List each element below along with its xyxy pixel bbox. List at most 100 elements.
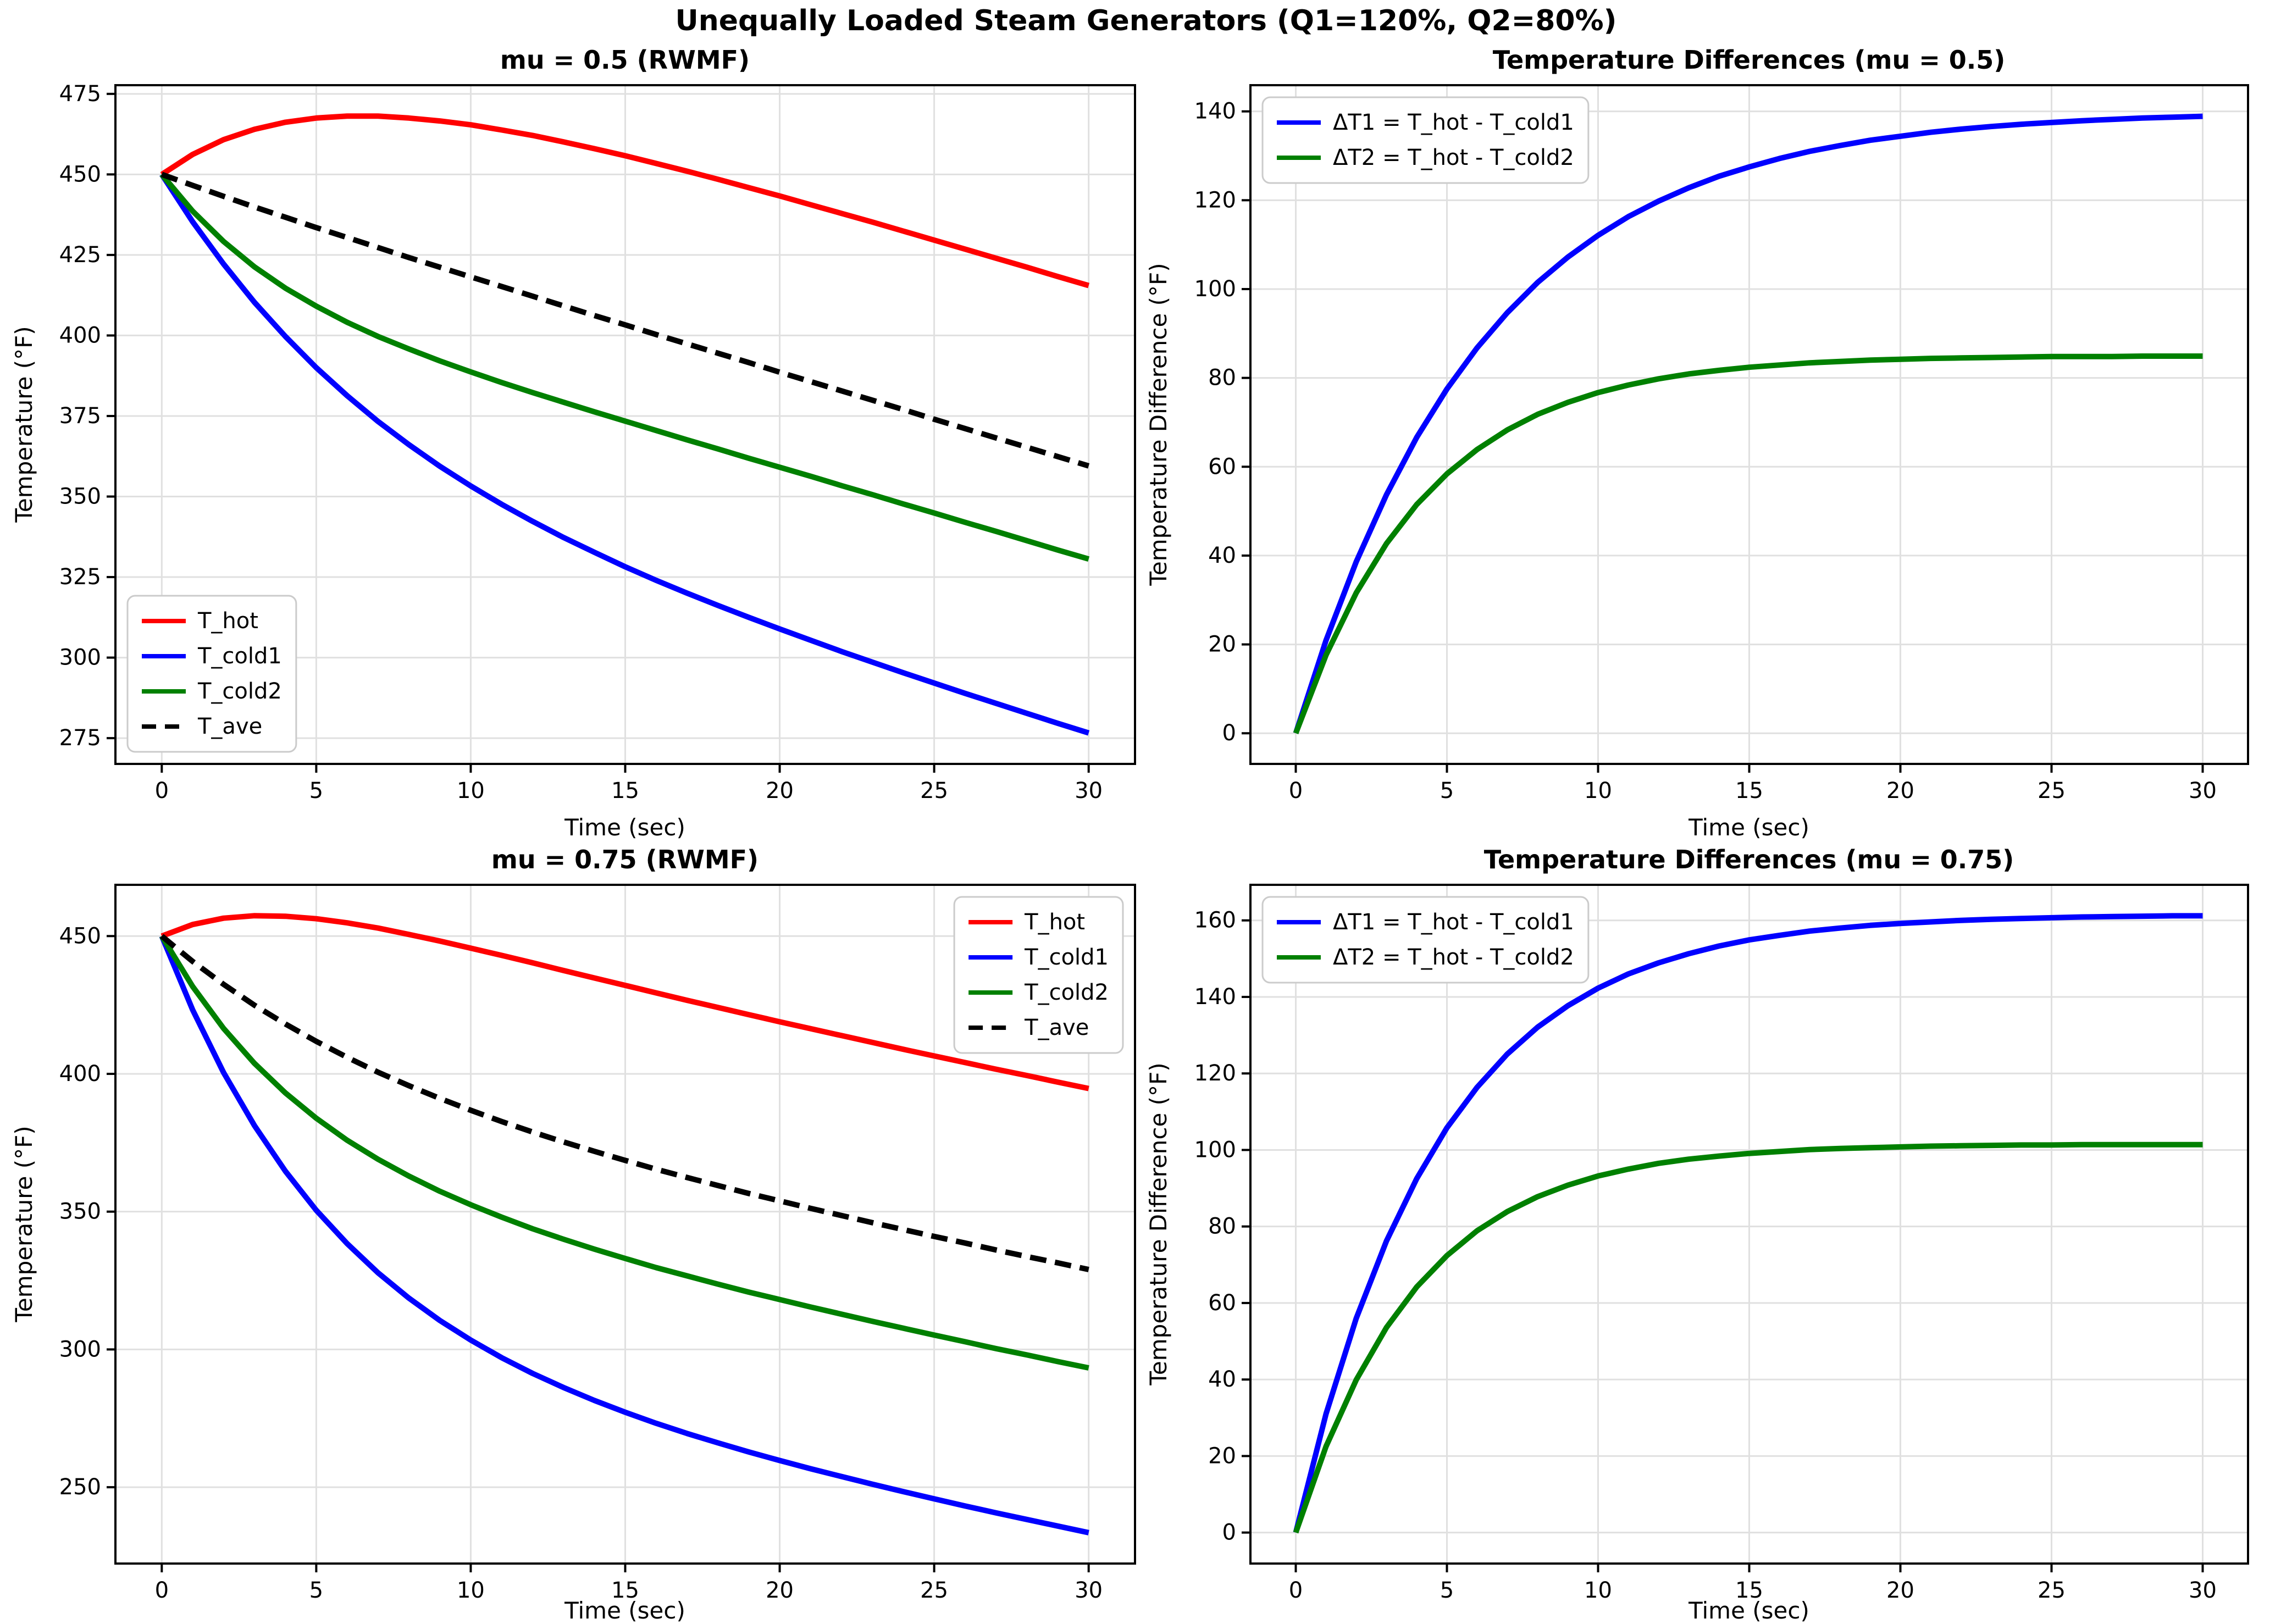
x-axis-label: Time (sec) xyxy=(564,814,685,841)
figure-suptitle: Unequally Loaded Steam Generators (Q1=12… xyxy=(676,4,1617,37)
x-tick-label: 10 xyxy=(457,778,485,803)
x-tick-label: 0 xyxy=(1289,778,1303,803)
legend: T_hot T_cold1 T_cold2 T_ave xyxy=(953,896,1124,1054)
y-tick-label: 20 xyxy=(1208,1443,1236,1468)
subplot-differences-mu-0-5: Temperature Differences (mu = 0.5) Time … xyxy=(1145,45,2249,841)
y-tick-label: 350 xyxy=(59,1199,101,1224)
y-tick-label: 80 xyxy=(1208,1214,1236,1239)
axis-ticks: 0 5 10 15 20 25 30 275 300 325 350 375 400 425 450 475 xyxy=(59,81,1103,803)
series-t-hot xyxy=(160,913,1089,1091)
y-tick-label: 475 xyxy=(59,81,101,107)
x-tick-label: 10 xyxy=(1584,778,1612,803)
y-tick-label: 425 xyxy=(59,242,101,268)
x-tick-label: 30 xyxy=(1075,778,1103,803)
series--t2-t-hot-t-cold2 xyxy=(1293,1141,2203,1534)
y-tick-label: 300 xyxy=(59,645,101,670)
y-tick-label: 450 xyxy=(59,923,101,949)
gridlines xyxy=(1250,85,2248,764)
y-tick-label: 140 xyxy=(1194,984,1236,1010)
y-tick-label: 20 xyxy=(1208,632,1236,657)
x-tick-label: 20 xyxy=(1886,1578,1914,1603)
subplot-title: mu = 0.5 (RWMF) xyxy=(500,45,750,75)
x-tick-label: 0 xyxy=(155,1578,169,1603)
x-tick-label: 30 xyxy=(2189,1578,2217,1603)
series-t-ave xyxy=(160,171,1090,469)
gridlines xyxy=(115,85,1135,764)
y-tick-label: 275 xyxy=(59,725,101,751)
axis-ticks: 0 5 10 15 20 25 30 0 20 40 60 80 100 120 140 160 xyxy=(1194,908,2217,1603)
x-tick-label: 5 xyxy=(1440,778,1454,803)
y-tick-label: 400 xyxy=(59,323,101,348)
subplot-temperatures-mu-0-5: mu = 0.5 (RWMF) Time (sec) Temperature (… xyxy=(10,45,1136,841)
legend-label: T_hot xyxy=(197,608,258,634)
legend-label: T_cold2 xyxy=(1024,980,1109,1005)
x-tick-label: 20 xyxy=(1886,778,1914,803)
y-tick-label: 400 xyxy=(59,1061,101,1087)
y-tick-label: 60 xyxy=(1208,1290,1236,1316)
y-tick-label: 160 xyxy=(1194,908,1236,933)
legend-label: T_ave xyxy=(1024,1015,1089,1040)
series--t1-t-hot-t-cold1 xyxy=(1293,913,2203,1533)
y-tick-label: 375 xyxy=(59,403,101,429)
y-tick-label: 350 xyxy=(59,484,101,509)
x-tick-label: 10 xyxy=(457,1578,485,1603)
y-tick-label: 120 xyxy=(1194,187,1236,213)
axis-ticks: 0 5 10 15 20 25 30 0 20 40 60 80 100 120 140 xyxy=(1194,99,2217,803)
legend-label: T_cold2 xyxy=(197,679,282,704)
x-tick-label: 10 xyxy=(1584,1578,1612,1603)
legend-label: ΔT1 = T_hot - T_cold1 xyxy=(1333,110,1574,135)
x-axis-label: Time (sec) xyxy=(1688,814,1809,841)
subplot-temperatures-mu-0-75: mu = 0.75 (RWMF) Time (sec) Temperature … xyxy=(10,845,1136,1624)
axis-ticks: 0 5 10 15 20 25 30 250 300 350 400 450 xyxy=(59,923,1103,1603)
subplot-title: mu = 0.75 (RWMF) xyxy=(491,845,759,874)
legend-label: T_cold1 xyxy=(197,644,282,669)
gridlines xyxy=(115,885,1135,1564)
x-tick-label: 5 xyxy=(309,778,323,803)
y-tick-label: 450 xyxy=(59,162,101,187)
x-tick-label: 0 xyxy=(1289,1578,1303,1603)
x-tick-label: 30 xyxy=(2189,778,2217,803)
x-tick-label: 30 xyxy=(1075,1578,1103,1603)
subplot-differences-mu-0-75: Temperature Differences (mu = 0.75) Time… xyxy=(1145,845,2249,1624)
x-tick-label: 15 xyxy=(611,1578,639,1603)
series-t-cold2 xyxy=(159,173,1090,562)
y-tick-label: 80 xyxy=(1208,365,1236,391)
y-axis-label: Temperature Difference (°F) xyxy=(1145,1062,1172,1385)
x-tick-label: 20 xyxy=(766,778,794,803)
y-tick-label: 250 xyxy=(59,1475,101,1500)
y-axis-label: Temperature (°F) xyxy=(10,326,37,523)
y-tick-label: 100 xyxy=(1194,276,1236,302)
x-tick-label: 5 xyxy=(1440,1578,1454,1603)
gridlines xyxy=(1250,885,2248,1564)
legend-label: ΔT2 = T_hot - T_cold2 xyxy=(1333,945,1574,970)
subplot-title: Temperature Differences (mu = 0.75) xyxy=(1484,845,2014,874)
y-tick-label: 0 xyxy=(1222,720,1236,746)
subplot-title: Temperature Differences (mu = 0.5) xyxy=(1493,45,2006,75)
series-t-cold1 xyxy=(159,935,1089,1536)
x-tick-label: 25 xyxy=(2038,1578,2066,1603)
y-tick-label: 140 xyxy=(1194,99,1236,124)
x-axis-label: Time (sec) xyxy=(1688,1597,1809,1624)
x-tick-label: 15 xyxy=(1735,1578,1763,1603)
series-t-cold1 xyxy=(159,173,1090,736)
y-axis-label: Temperature Difference (°F) xyxy=(1145,263,1172,586)
x-tick-label: 25 xyxy=(920,1578,948,1603)
legend-label: T_ave xyxy=(197,714,262,739)
x-tick-label: 20 xyxy=(766,1578,794,1603)
series--t2-t-hot-t-cold2 xyxy=(1293,353,2203,735)
legend-label: ΔT1 = T_hot - T_cold1 xyxy=(1333,910,1574,935)
y-axis-label: Temperature (°F) xyxy=(10,1126,37,1322)
y-tick-label: 40 xyxy=(1208,543,1236,568)
legend-label: T_cold1 xyxy=(1024,945,1109,970)
legend: T_hot T_cold1 T_cold2 T_ave xyxy=(126,595,297,753)
legend: ΔT1 = T_hot - T_cold1 ΔT2 = T_hot - T_col… xyxy=(1261,96,1590,184)
legend-label: T_hot xyxy=(1024,910,1085,935)
x-tick-label: 15 xyxy=(1735,778,1763,803)
series-t-ave xyxy=(160,934,1089,1272)
y-tick-label: 300 xyxy=(59,1337,101,1362)
legend: ΔT1 = T_hot - T_cold1 ΔT2 = T_hot - T_col… xyxy=(1261,896,1590,984)
y-tick-label: 0 xyxy=(1222,1520,1236,1545)
series-t-hot xyxy=(160,113,1090,289)
